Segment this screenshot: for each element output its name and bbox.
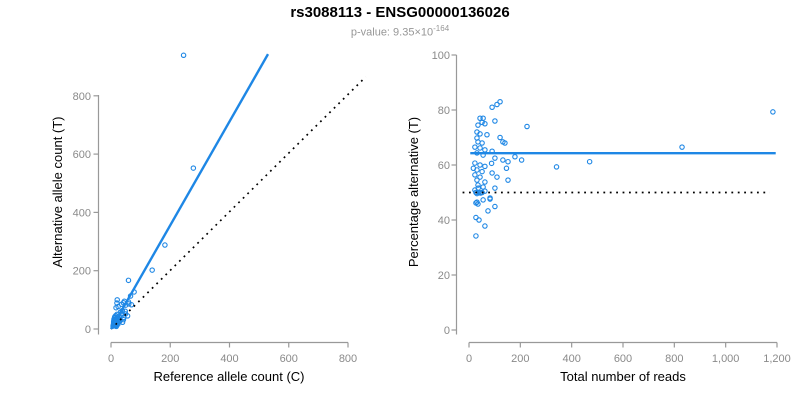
data-point [474, 167, 480, 173]
data-point [475, 182, 481, 188]
data-point [475, 201, 481, 207]
data-point [479, 119, 485, 126]
data-point [485, 208, 491, 214]
x-tick-label: 200 [511, 353, 529, 365]
data-point [482, 188, 488, 194]
data-point [482, 163, 488, 170]
x-tick-label: 1,200 [763, 353, 791, 365]
x-tick-label: 0 [466, 353, 472, 365]
pvalue-exponent: -164 [433, 24, 450, 33]
data-point [488, 160, 495, 167]
y-tick-label: 800 [73, 91, 91, 103]
data-point [475, 185, 481, 191]
data-point [524, 123, 530, 130]
data-point [492, 203, 498, 210]
data-point [477, 131, 483, 137]
data-point [472, 172, 478, 178]
data-point [512, 154, 518, 160]
data-point [494, 101, 500, 108]
x-tick-label: 600 [280, 353, 298, 365]
x-axis-title: Total number of reads [560, 369, 686, 384]
data-point [482, 147, 488, 153]
x-tick-label: 400 [562, 353, 580, 365]
x-tick-label: 800 [339, 353, 357, 365]
data-point [484, 132, 490, 138]
x-tick-label: 200 [161, 353, 179, 365]
data-point [128, 302, 135, 308]
data-point [770, 109, 776, 115]
data-point [473, 233, 479, 239]
y-tick-label: 80 [438, 105, 450, 117]
data-point [477, 115, 483, 122]
y-tick-label: 20 [438, 270, 450, 282]
data-point [494, 174, 500, 180]
data-point [474, 177, 480, 183]
x-tick-label: 0 [108, 353, 114, 365]
x-axis-title: Reference allele count (C) [153, 369, 304, 384]
y-tick-label: 200 [73, 266, 91, 278]
data-point [497, 134, 503, 141]
data-point [475, 122, 481, 128]
data-point [679, 144, 685, 150]
data-point [586, 158, 593, 165]
data-point [476, 217, 482, 223]
figure-subtitle: p-value: 9.35×10-164 [0, 24, 800, 39]
data-point [477, 162, 483, 168]
data-point [492, 118, 498, 124]
fit-line [109, 53, 270, 330]
y-axis-title: Alternative allele count (T) [50, 116, 65, 267]
y-tick-label: 40 [438, 215, 450, 227]
x-tick-label: 1,000 [712, 353, 740, 365]
data-point [125, 277, 132, 284]
data-point [114, 297, 120, 303]
data-point [482, 179, 488, 185]
x-tick-label: 600 [614, 353, 632, 365]
y-tick-label: 100 [432, 50, 450, 62]
figure-title: rs3088113 - ENSG00000136026 [290, 4, 510, 21]
data-point [505, 177, 511, 183]
data-point [472, 160, 478, 166]
y-tick-label: 600 [73, 149, 91, 161]
data-point [479, 140, 485, 146]
data-point [482, 121, 488, 127]
y-tick-label: 0 [85, 324, 91, 336]
y-tick-label: 0 [444, 325, 450, 337]
data-point [190, 165, 197, 171]
data-point [489, 104, 495, 111]
y-tick-label: 60 [438, 160, 450, 172]
y-tick-label: 400 [73, 207, 91, 219]
x-tick-label: 800 [665, 353, 683, 365]
data-point [149, 267, 155, 273]
data-point [474, 190, 480, 197]
y-axis-title: Percentage alternative (T) [406, 117, 421, 267]
data-point [553, 164, 560, 170]
data-point [487, 196, 493, 202]
data-point [503, 165, 510, 172]
data-point [482, 223, 488, 229]
reference-dotted-line [110, 76, 367, 330]
data-point [518, 157, 525, 163]
data-point [492, 155, 498, 161]
data-point [122, 308, 128, 314]
data-point [479, 168, 485, 175]
data-point [162, 242, 168, 248]
data-point [500, 157, 506, 163]
pvalue-text: p-value: 9.35×10 [350, 26, 434, 39]
data-point [492, 185, 498, 191]
data-point [477, 174, 483, 180]
data-point [505, 158, 511, 165]
data-point [477, 145, 483, 151]
data-point [119, 319, 126, 326]
x-tick-label: 400 [220, 353, 238, 365]
data-point [502, 140, 508, 146]
data-point [480, 197, 486, 203]
data-point [489, 170, 495, 176]
data-point [497, 99, 503, 105]
data-point [472, 144, 478, 150]
data-point [180, 52, 187, 59]
